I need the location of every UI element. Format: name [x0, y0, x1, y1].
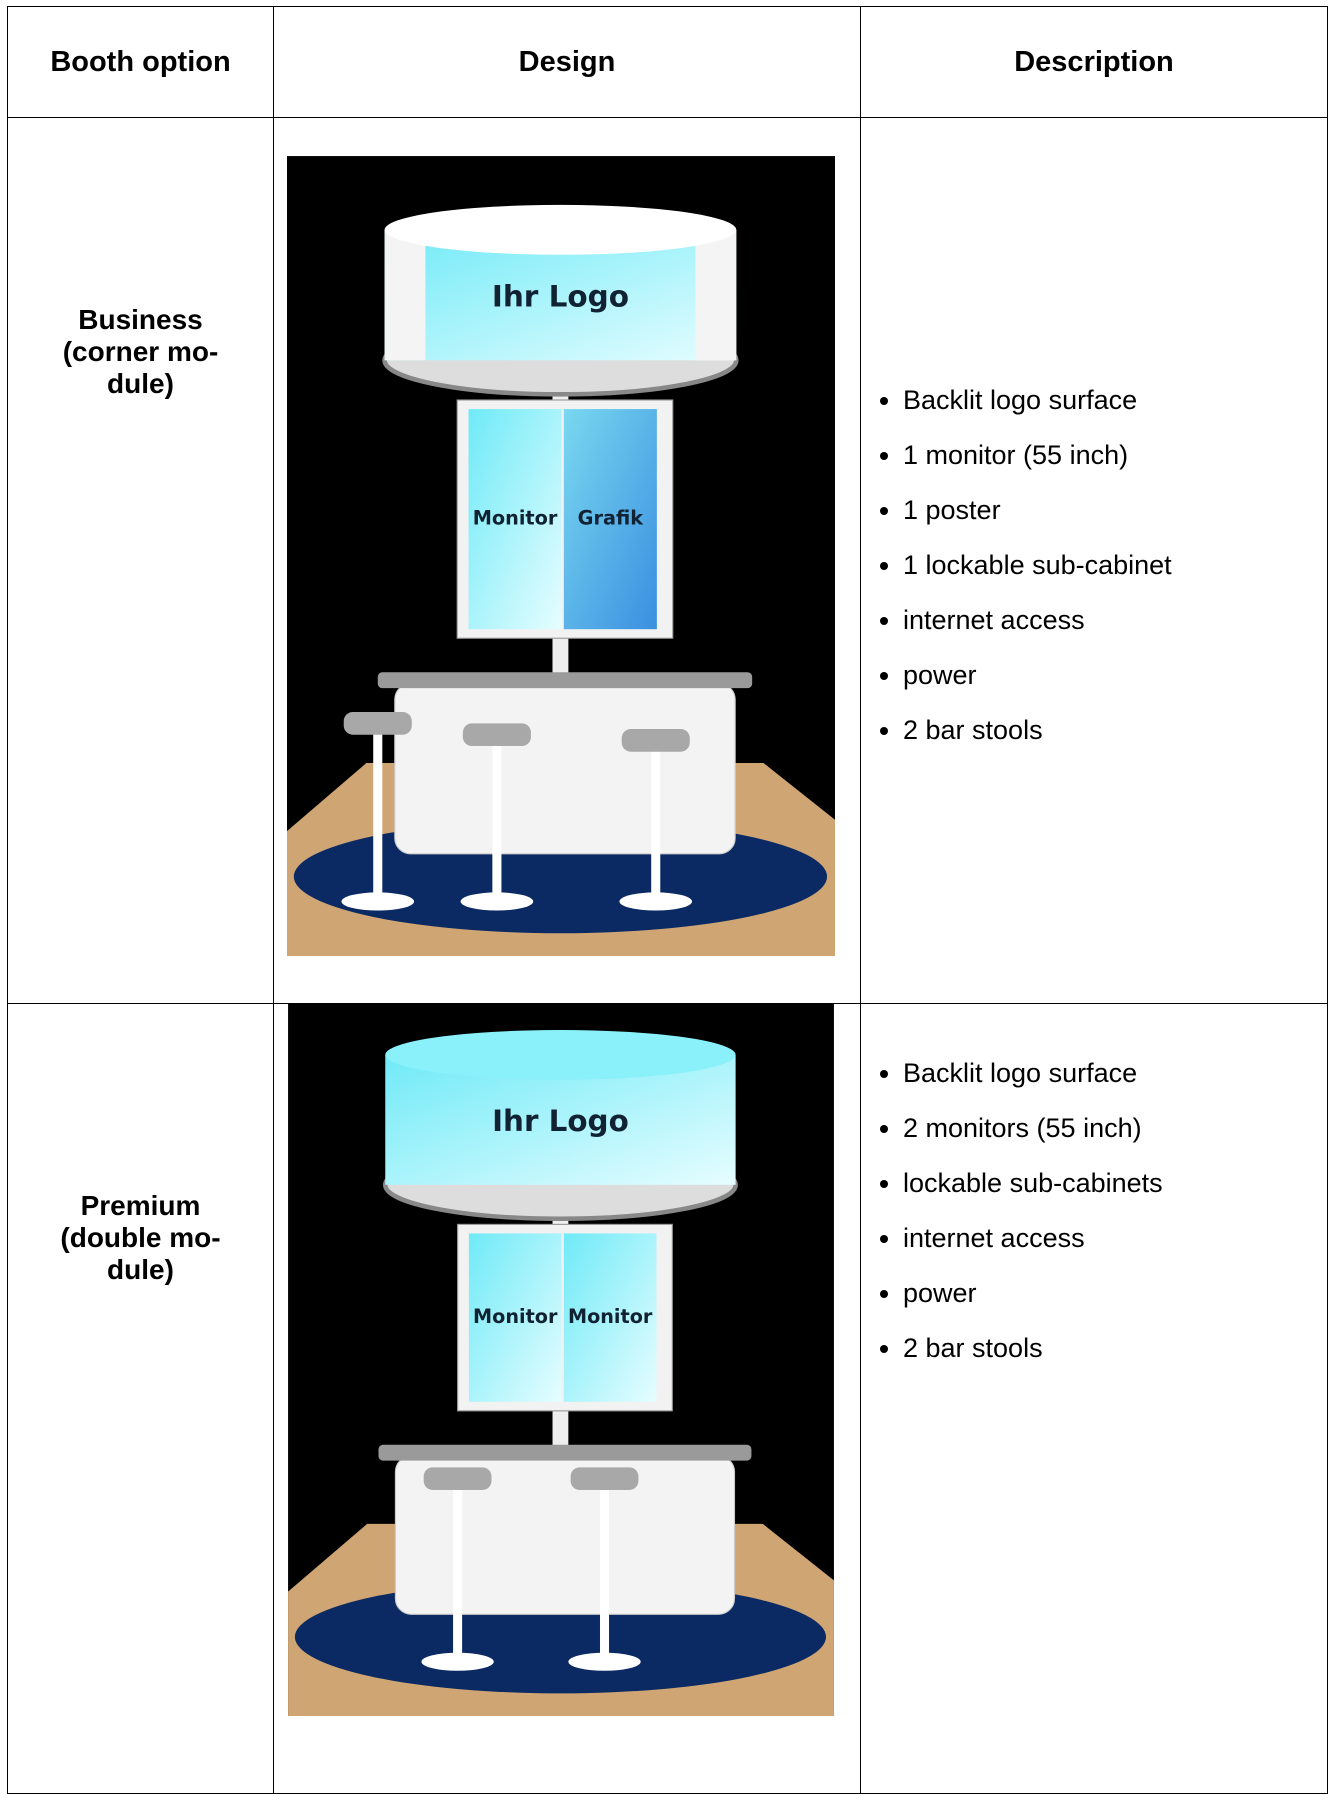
feature: 2 bar stools: [903, 703, 1327, 758]
stool-seat: [343, 712, 412, 735]
counter-top: [378, 1444, 752, 1461]
booth-image: Ihr Logo Monitor Grafik: [287, 156, 835, 956]
stool-base: [341, 892, 415, 911]
header-cell: Description: [860, 6, 1328, 118]
header-cell: Design: [273, 6, 861, 118]
stool-base: [568, 1652, 641, 1671]
panel-text: Grafik: [578, 507, 645, 530]
panel: [563, 1233, 657, 1402]
stool-leg: [651, 740, 661, 900]
feature-list: Backlit logo surface2 monitors (55 inch)…: [861, 1046, 1327, 1376]
image-wrap: Ihr Logo Monitor Grafik: [274, 118, 860, 961]
panel-text: Monitor: [473, 1305, 558, 1328]
booth-image: Ihr Logo Monitor Monitor: [288, 1004, 834, 1716]
stool-base: [421, 1652, 494, 1671]
feature: internet access: [903, 593, 1327, 648]
feature: power: [903, 1266, 1327, 1321]
feature: internet access: [903, 1211, 1327, 1266]
feature: 1 poster: [903, 483, 1327, 538]
option-line: Premium: [80, 1190, 201, 1221]
feature: lockable sub-cabinets: [903, 1156, 1327, 1211]
design-cell: Ihr Logo Monitor Grafik: [273, 117, 861, 1004]
panel: [468, 409, 562, 630]
option-line: dule): [107, 1254, 174, 1285]
feature-list: Backlit logo surface1 monitor (55 inch)1…: [861, 373, 1327, 758]
feature: Backlit logo surface: [903, 1046, 1327, 1101]
feature: Backlit logo surface: [903, 373, 1327, 428]
cylinder-side: [384, 229, 426, 361]
option-cell: Business (corner mo-dule): [7, 117, 274, 1004]
stool-seat: [621, 729, 690, 752]
panel: [468, 1233, 562, 1402]
stool-base: [619, 892, 693, 911]
stool-base: [460, 892, 534, 911]
option-line: (double mo-: [60, 1222, 221, 1253]
stool-leg: [373, 723, 383, 900]
description-cell: Backlit logo surface1 monitor (55 inch)1…: [860, 117, 1328, 1004]
stool-leg: [492, 734, 502, 900]
stool-seat: [423, 1467, 492, 1490]
stool-seat: [462, 723, 531, 747]
counter-body: [394, 683, 736, 855]
panel: [563, 409, 657, 630]
option-cell: Premium (double mo-dule): [7, 1003, 274, 1794]
row: Premium (double mo-dule) Ihr Logo Monitor M…: [7, 1003, 1328, 1794]
design-cell: Ihr Logo Monitor Monitor: [273, 1003, 861, 1794]
counter-top: [377, 672, 753, 689]
panel-text: Monitor: [568, 1305, 653, 1328]
description-cell: Backlit logo surface2 monitors (55 inch)…: [860, 1003, 1328, 1794]
logo-text: Ihr Logo: [492, 279, 629, 313]
feature: 1 lockable sub-cabinet: [903, 538, 1327, 593]
image-wrap: Ihr Logo Monitor Monitor: [274, 1004, 860, 1721]
header-cell: Booth option: [7, 6, 274, 118]
option-line: (corner mo-: [62, 336, 219, 367]
stool-leg: [599, 1478, 610, 1660]
header-row: Booth option Design Description: [7, 6, 1328, 118]
cylinder-top: [385, 1029, 736, 1080]
row: Business (corner mo-dule) Ihr Logo Monitor…: [7, 117, 1328, 1004]
stool-leg: [453, 1478, 463, 1660]
option-line: dule): [107, 368, 174, 399]
panel-text: Monitor: [473, 507, 558, 530]
feature: 2 bar stools: [903, 1321, 1327, 1376]
booth-table: Booth option Design Description Business…: [7, 6, 1328, 1794]
feature: 1 monitor (55 inch): [903, 428, 1327, 483]
cylinder-side: [695, 229, 737, 361]
logo-text: Ihr Logo: [492, 1104, 629, 1138]
stool-seat: [570, 1467, 639, 1490]
feature: power: [903, 648, 1327, 703]
feature: 2 monitors (55 inch): [903, 1101, 1327, 1156]
option-line: Business: [78, 304, 203, 335]
cylinder-top: [384, 204, 737, 255]
